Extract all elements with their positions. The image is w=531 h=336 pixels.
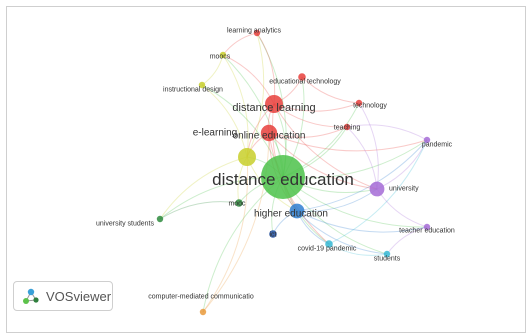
link-higher-education-university (296, 188, 378, 212)
link-learning-analytics-moocs (222, 32, 258, 56)
node-moocs[interactable] (219, 51, 227, 59)
link-e-learning-learning-analytics (246, 32, 265, 158)
node-university[interactable] (369, 181, 385, 197)
link-e-learning-university-students (159, 156, 248, 220)
node-university-students[interactable] (156, 215, 164, 223)
vosviewer-logo: VOSviewer (13, 281, 113, 311)
node-ict[interactable] (269, 230, 277, 238)
link-higher-education-pandemic (296, 139, 428, 212)
label-teacher-education[interactable]: teacher education (399, 227, 455, 234)
link-teacher-education-students (386, 226, 428, 255)
label-covid-19-pandemic[interactable]: covid-19 pandemic (298, 245, 357, 252)
node-online-education[interactable] (260, 124, 278, 142)
node-instructional-design[interactable] (198, 81, 206, 89)
label-distance-learning[interactable]: distance learning (232, 102, 315, 114)
link-covid-19-pandemic-pandemic (328, 139, 428, 245)
label-university[interactable]: university (389, 185, 419, 192)
label-learning-analytics[interactable]: learning analytics (227, 27, 282, 34)
label-pandemic[interactable]: pandemic (422, 141, 453, 148)
node-teacher-education[interactable] (423, 223, 431, 231)
link-e-learning-moocs (222, 54, 249, 158)
link-covid-19-pandemic-students (328, 243, 388, 256)
link-university-teacher-education (376, 188, 428, 228)
label-computer-mediated-communication[interactable]: computer-mediated communicatio (148, 293, 254, 300)
node-educational-technology[interactable] (298, 73, 306, 81)
label-students[interactable]: students (374, 255, 401, 262)
node-e-learning[interactable] (238, 148, 256, 166)
label-technology[interactable]: technology (353, 102, 387, 109)
link-higher-education-teacher-education (296, 210, 428, 233)
vosviewer-logo-icon (23, 288, 39, 304)
link-mooc-university-students (159, 201, 240, 220)
link-distance-education-computer-mediated-communication (202, 176, 284, 313)
label-educational-technology[interactable]: educational technology (269, 78, 341, 85)
link-higher-education-students (296, 210, 388, 255)
label-distance-education[interactable]: distance education (212, 170, 354, 189)
label-mooc[interactable]: mooc (228, 200, 246, 207)
link-university-technology (358, 102, 379, 190)
link-educational-technology-technology (301, 76, 360, 104)
label-teaching[interactable]: teaching (334, 124, 361, 131)
link-online-education-pandemic (268, 132, 428, 152)
node-learning-analytics[interactable] (253, 29, 261, 37)
node-distance-education[interactable] (261, 155, 305, 199)
label-moocs[interactable]: moocs (210, 53, 231, 60)
node-higher-education[interactable] (289, 203, 305, 219)
label-ict[interactable]: ict (270, 231, 277, 238)
link-instructional-design-moocs (201, 54, 224, 86)
node-mooc[interactable] (235, 199, 243, 207)
node-technology[interactable] (355, 99, 363, 107)
link-e-learning-instructional-design (201, 84, 248, 158)
label-instructional-design[interactable]: instructional design (163, 86, 223, 93)
label-higher-education[interactable]: higher education (254, 209, 328, 220)
link-pandemic-teaching (346, 124, 428, 141)
labels-layer: distance education distance learning onlin… (96, 27, 455, 300)
vosviewer-logo-text: VOSviewer (46, 288, 112, 304)
network-frame: distance education distance learning onlin… (6, 6, 526, 333)
label-online-education[interactable]: online education (233, 131, 306, 142)
node-pandemic[interactable] (423, 136, 431, 144)
link-computer-mediated-communication-e-learning (202, 156, 249, 313)
node-distance-learning[interactable] (265, 95, 283, 113)
node-covid-19-pandemic[interactable] (325, 240, 333, 248)
link-online-education-university (268, 132, 378, 190)
label-university-students[interactable]: university students (96, 220, 154, 227)
link-online-education-teaching (268, 126, 348, 138)
node-computer-mediated-communication[interactable] (199, 308, 207, 316)
link-computer-mediated-communication-online-education (202, 132, 270, 313)
nodes-layer (156, 29, 431, 316)
link-distance-learning-university (273, 103, 378, 190)
label-e-learning[interactable]: e-learning (193, 128, 237, 139)
node-teaching[interactable] (343, 123, 351, 131)
network-map[interactable]: distance education distance learning onlin… (7, 7, 525, 332)
node-students[interactable] (383, 250, 391, 258)
